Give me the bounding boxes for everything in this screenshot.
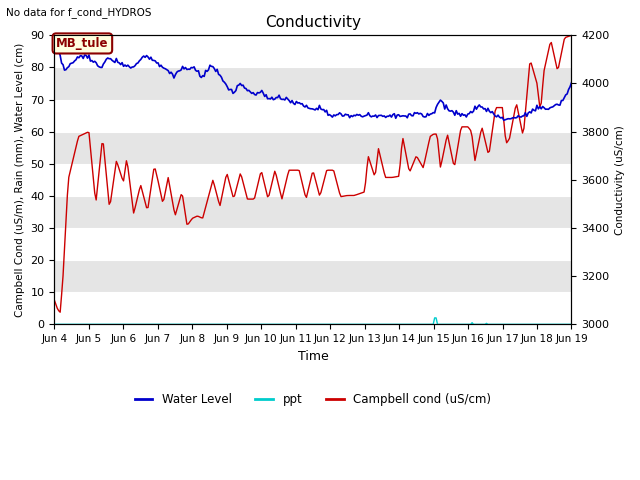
Y-axis label: Campbell Cond (uS/m), Rain (mm), Water Level (cm): Campbell Cond (uS/m), Rain (mm), Water L… [15, 43, 25, 317]
X-axis label: Time: Time [298, 349, 328, 362]
Title: Conductivity: Conductivity [265, 15, 361, 30]
Bar [54, 196, 572, 228]
Bar [54, 36, 572, 68]
Text: No data for f_cond_HYDROS: No data for f_cond_HYDROS [6, 7, 152, 18]
Bar [54, 164, 572, 196]
Legend: Water Level, ppt, Campbell cond (uS/cm): Water Level, ppt, Campbell cond (uS/cm) [130, 388, 496, 410]
Y-axis label: Conductivity (uS/cm): Conductivity (uS/cm) [615, 125, 625, 235]
Text: MB_tule: MB_tule [56, 37, 109, 50]
Bar [54, 99, 572, 132]
Bar [54, 260, 572, 292]
Bar [54, 132, 572, 164]
Bar [54, 68, 572, 99]
Bar [54, 228, 572, 260]
Bar [54, 292, 572, 324]
